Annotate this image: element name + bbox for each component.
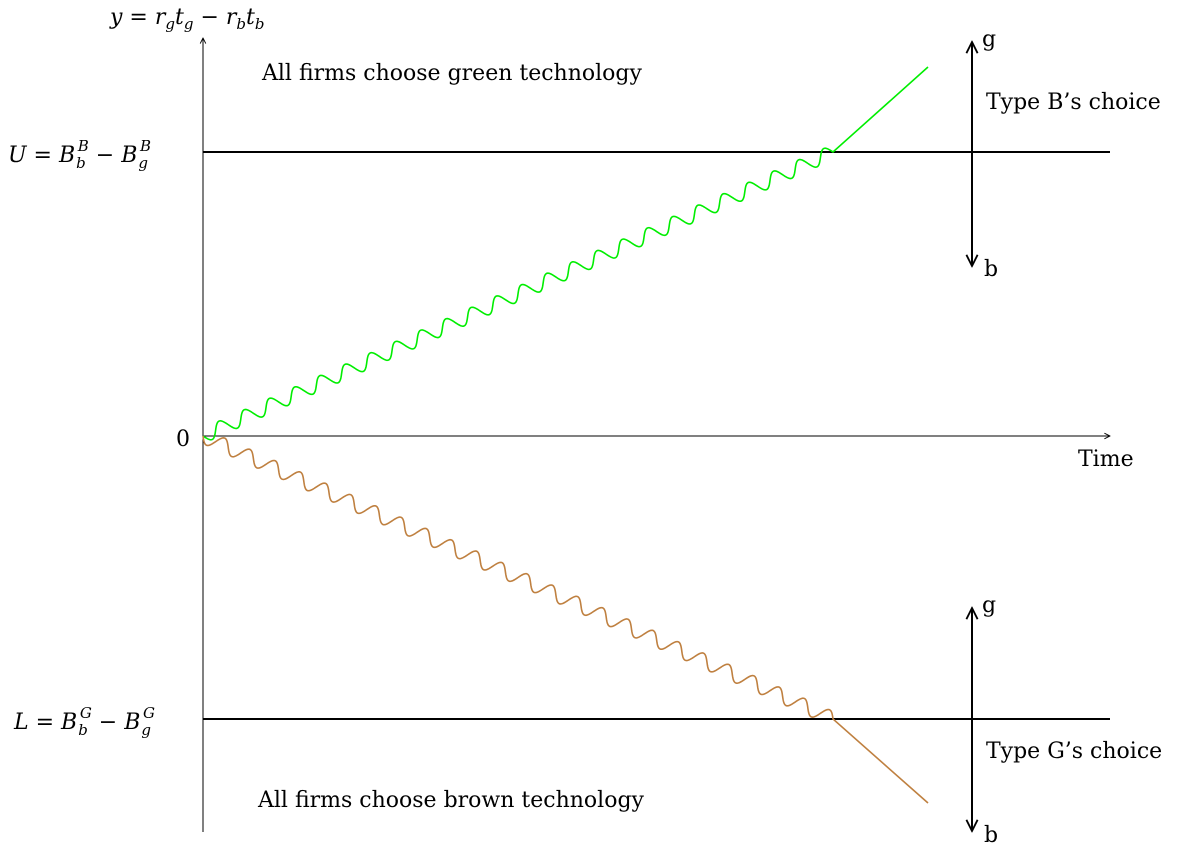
green-path [202, 66, 929, 441]
type-b-top-label: g [982, 27, 996, 52]
brown-region-text: All firms choose brown technology [257, 788, 645, 813]
type-g-bottom-label: b [984, 823, 998, 847]
green-region-text: All firms choose green technology [261, 61, 643, 86]
x-axis-label: Time [1078, 447, 1134, 472]
type-g-top-label: g [982, 593, 996, 618]
type-b-choice-label: Type B’s choice [986, 90, 1161, 115]
y-axis-label: y = rgtg − rbtb [109, 5, 264, 33]
type-b-bottom-label: b [984, 257, 998, 282]
upper-threshold-label: U = BbB − BgB [8, 137, 151, 172]
lower-threshold-label: L = BbG − BgG [13, 704, 155, 739]
origin-label: 0 [176, 427, 190, 452]
brown-path [202, 435, 929, 804]
type-g-choice-label: Type G’s choice [986, 739, 1162, 764]
